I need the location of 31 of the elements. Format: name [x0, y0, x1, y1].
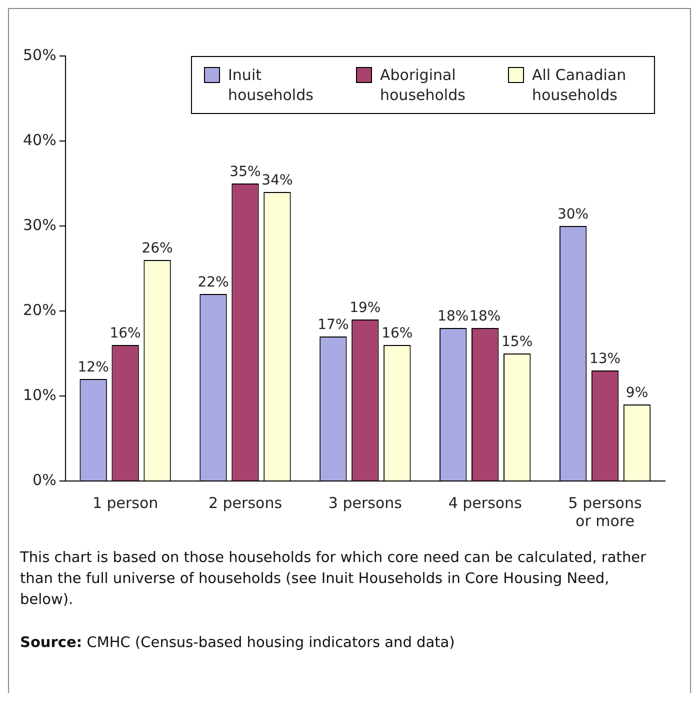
data-label: 17% [318, 317, 349, 334]
data-label: 26% [142, 240, 173, 257]
data-label: 34% [262, 172, 293, 189]
x-tick-label: 1 person [92, 494, 158, 512]
text: This chart is based on those households for which core need can be calculated, rather than the full universe of households (see Inuit Households in Core Housing Need, below). [20, 549, 648, 610]
legend-label: All Canadian households [532, 65, 628, 105]
data-label: 18% [438, 308, 469, 325]
y-tick-label: 0% [32, 470, 56, 489]
legend-label: Aboriginal households [380, 65, 466, 105]
source-note: Source: CMHC (Census-based housing indicators and data) [20, 634, 456, 653]
x-tick-label: 5 persons or more [568, 494, 642, 530]
data-label: 18% [470, 308, 501, 325]
legend-label: Inuit households [228, 65, 314, 105]
data-label: 12% [78, 360, 109, 376]
data-label: 9% [626, 385, 648, 402]
y-tick-label: 40% [22, 130, 56, 149]
data-label: 16% [382, 326, 413, 342]
y-tick-label: 50% [22, 46, 56, 64]
y-tick-label: 20% [22, 300, 56, 319]
data-label: 16% [110, 326, 141, 342]
x-tick-label: 2 persons [208, 494, 282, 512]
data-label: 19% [350, 300, 381, 316]
y-tick-label: 10% [22, 386, 56, 404]
x-tick-label: 3 persons [328, 494, 402, 512]
data-label: 15% [502, 334, 533, 350]
data-label: 13% [589, 351, 621, 368]
data-label: 35% [230, 164, 261, 180]
y-tick-label: 30% [22, 216, 56, 234]
data-label: 22% [198, 274, 229, 291]
x-tick-label: 4 persons [448, 494, 522, 512]
data-label: 30% [557, 206, 589, 223]
